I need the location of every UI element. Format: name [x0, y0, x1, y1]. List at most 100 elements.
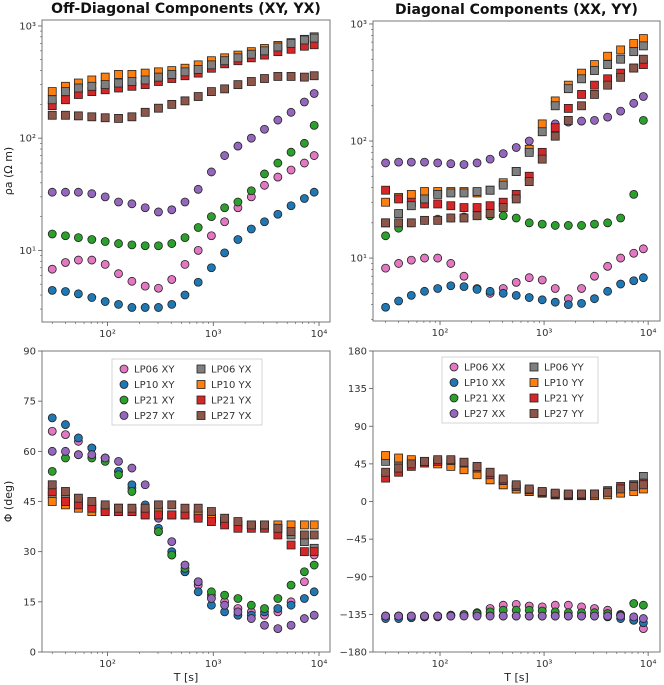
y-tick-label: −45: [346, 535, 367, 546]
data-point: [286, 580, 296, 590]
data-point: [638, 273, 648, 283]
data-point: [309, 33, 319, 43]
data-point: [246, 49, 256, 59]
data-point: [73, 493, 83, 503]
legend-label: LP27 YY: [544, 409, 585, 420]
data-point: [309, 587, 319, 597]
series-lp27-xy: [47, 89, 319, 217]
y-tick-label: 45: [23, 497, 36, 508]
data-point: [87, 255, 97, 265]
series-lp06-yy: [381, 41, 648, 228]
data-point: [498, 211, 508, 221]
data-point: [73, 450, 83, 460]
chart-title: Diagonal Components (XX, YY): [395, 2, 638, 18]
data-point: [577, 101, 586, 111]
data-point: [485, 209, 495, 218]
legend: LP06 XX LP10 XX LP21 XX LP27 XX LP06 YY LP10 …: [441, 356, 599, 424]
data-point: [246, 520, 256, 530]
data-point: [406, 290, 416, 300]
data-point: [286, 620, 296, 630]
data-point: [246, 614, 256, 623]
legend-frame: [441, 356, 599, 424]
data-point: [472, 461, 482, 471]
data-point: [603, 261, 613, 271]
data-point: [299, 97, 309, 107]
data-point: [563, 489, 573, 499]
data-point: [140, 303, 150, 312]
data-point: [394, 611, 404, 621]
data-point: [511, 277, 521, 287]
data-point: [180, 259, 190, 269]
legend-label: LP06 XX: [464, 363, 505, 374]
y-axis-label: ρa (Ω m): [2, 147, 15, 195]
data-point: [406, 201, 416, 211]
data-point: [394, 209, 404, 218]
data-point: [286, 201, 296, 211]
data-point: [260, 520, 269, 530]
data-point: [524, 611, 534, 621]
data-point: [524, 218, 534, 228]
data-point: [114, 239, 123, 248]
data-point: [616, 45, 626, 55]
legend-item: LP06 XY: [119, 365, 175, 376]
legend-item: LP21 XX: [449, 394, 505, 405]
data-point: [394, 194, 404, 204]
data-point: [406, 218, 416, 228]
data-point: [167, 70, 177, 79]
y-tick-label: 90: [23, 347, 36, 358]
y-tick-label: −135: [340, 610, 367, 621]
legend-label: LP21 XX: [464, 394, 505, 405]
legend-frame: [111, 358, 263, 426]
data-point: [61, 258, 70, 267]
data-point: [485, 185, 495, 195]
data-point: [420, 611, 429, 621]
data-point: [114, 70, 123, 79]
legend-label: LP06 YY: [544, 363, 585, 374]
data-point: [273, 594, 283, 603]
data-point: [563, 600, 573, 610]
data-point: [100, 72, 110, 82]
data-point: [167, 300, 177, 309]
data-point: [207, 87, 216, 97]
data-point: [273, 172, 283, 182]
data-point: [193, 277, 203, 287]
data-point: [472, 611, 482, 621]
data-point: [394, 218, 404, 228]
data-point: [603, 611, 613, 621]
series-lp21-xy: [47, 450, 319, 613]
chart-rho-diag: Diagonal Components (XX, YY) 10² 10³ 10⁴ 10¹…: [350, 2, 661, 339]
data-point: [114, 269, 123, 279]
data-point: [309, 530, 319, 540]
x-axis-label: T [s]: [503, 671, 529, 684]
data-point: [220, 513, 230, 523]
data-point: [260, 124, 269, 134]
data-point: [273, 604, 283, 613]
data-point: [180, 560, 190, 570]
data-point: [193, 223, 203, 232]
data-point: [498, 149, 508, 159]
data-point: [100, 192, 110, 202]
data-point: [446, 159, 456, 169]
legend-item: LP27 YY: [529, 409, 585, 420]
series-layer: [381, 34, 648, 312]
data-point: [550, 611, 560, 621]
data-point: [459, 203, 469, 212]
legend-marker: [529, 362, 539, 372]
legend-item: LP10 XY: [119, 380, 175, 391]
chart-phase-diag: 10² 10³ 10⁴ −180 −135 −90 −45 0 45 90 135 180 T [s] L…: [340, 347, 661, 684]
data-point: [167, 275, 177, 284]
data-point: [220, 248, 230, 258]
data-point: [537, 487, 547, 496]
legend-marker: [529, 393, 539, 403]
series-lp27-yx: [47, 480, 319, 540]
legend-marker: [449, 378, 459, 387]
data-point: [603, 60, 613, 69]
data-point: [233, 607, 243, 617]
series-lp27-yy: [381, 455, 648, 499]
data-point: [577, 221, 586, 230]
data-point: [381, 218, 391, 228]
legend-label: LP21 YX: [211, 396, 252, 407]
legend-label: LP27 XY: [134, 411, 175, 422]
data-point: [299, 72, 309, 82]
data-point: [498, 203, 508, 212]
